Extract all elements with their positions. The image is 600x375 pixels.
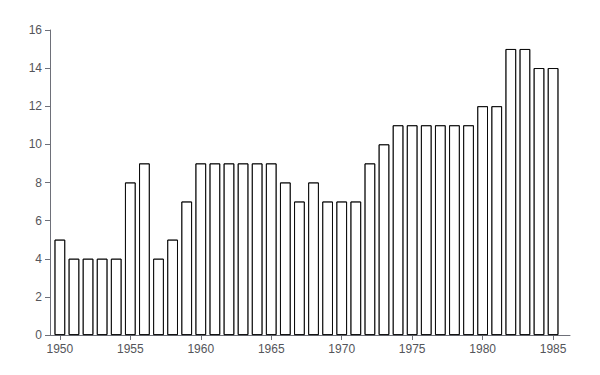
svg-text:2: 2 <box>35 290 42 304</box>
svg-text:16: 16 <box>29 23 43 37</box>
svg-text:1980: 1980 <box>469 342 496 356</box>
svg-text:1965: 1965 <box>258 342 285 356</box>
svg-text:4: 4 <box>35 252 42 266</box>
svg-text:0: 0 <box>35 328 42 342</box>
svg-text:1950: 1950 <box>47 342 74 356</box>
svg-text:1955: 1955 <box>117 342 144 356</box>
svg-text:1975: 1975 <box>399 342 426 356</box>
svg-text:10: 10 <box>29 137 43 151</box>
svg-text:1970: 1970 <box>328 342 355 356</box>
svg-text:1960: 1960 <box>187 342 214 356</box>
svg-text:1985: 1985 <box>540 342 567 356</box>
svg-text:8: 8 <box>35 176 42 190</box>
svg-text:12: 12 <box>29 99 43 113</box>
svg-text:6: 6 <box>35 214 42 228</box>
svg-text:14: 14 <box>29 61 43 75</box>
